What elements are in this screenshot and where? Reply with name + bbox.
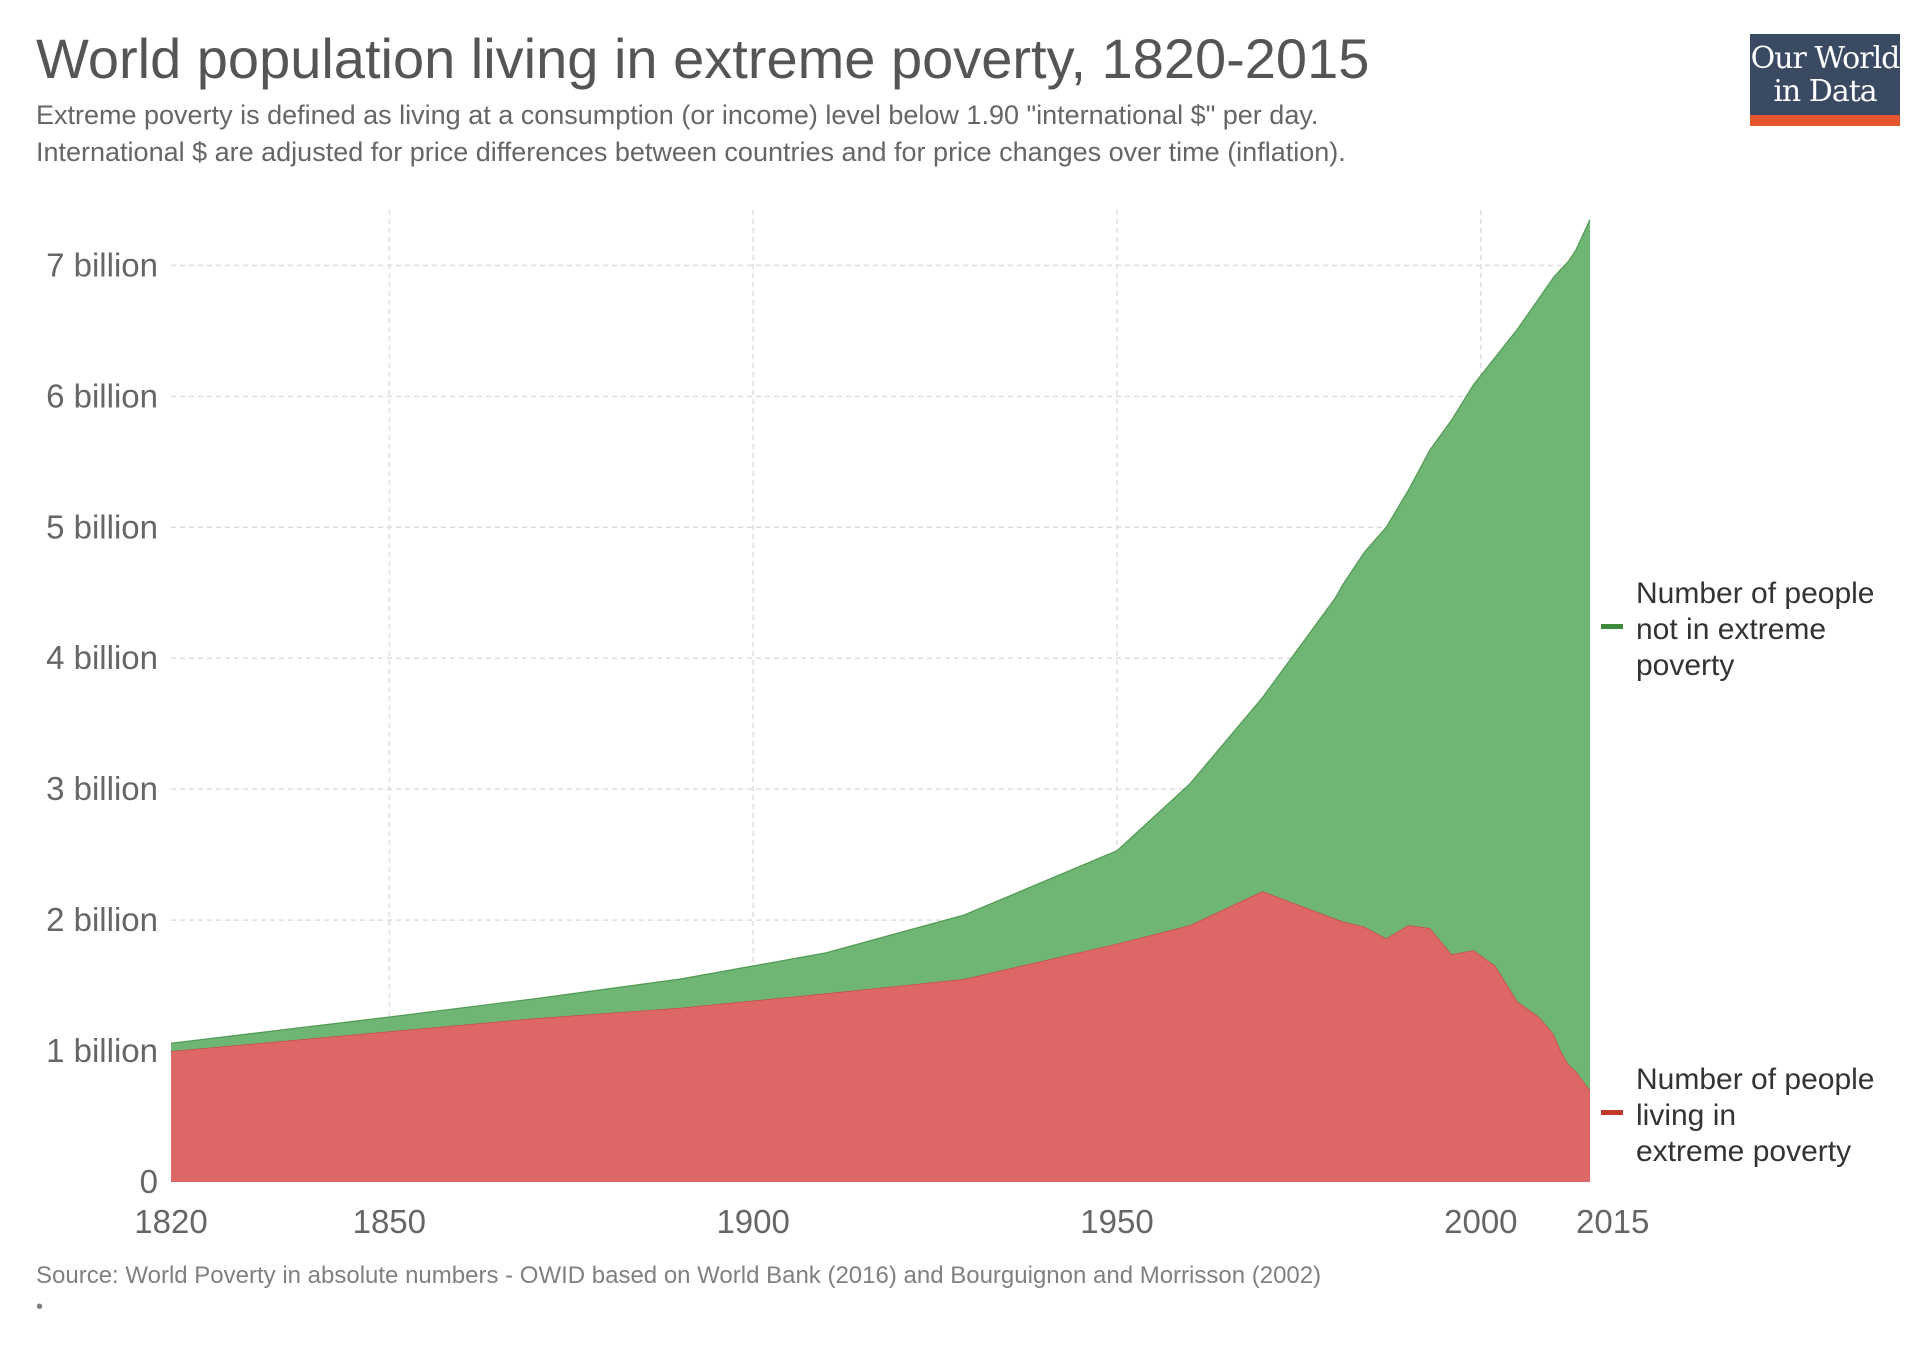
legend-label: living in — [1636, 1099, 1736, 1132]
area-extreme-poverty[interactable] — [171, 891, 1590, 1182]
x-tick-label: 2000 — [1444, 1203, 1517, 1240]
y-tick-label: 0 — [140, 1163, 158, 1200]
owid-logo[interactable]: Our World in Data — [1750, 34, 1900, 126]
legend-label: Number of people — [1636, 1063, 1874, 1096]
legend-label: not in extreme — [1636, 613, 1826, 646]
chart-title: World population living in extreme pover… — [36, 27, 1370, 90]
y-tick-label: 7 billion — [46, 246, 158, 283]
line-not-extreme-poverty — [170, 219, 1591, 1044]
y-tick-label: 3 billion — [46, 770, 158, 807]
x-tick-label: 2015 — [1576, 1203, 1649, 1240]
y-tick-label: 4 billion — [46, 639, 158, 676]
chart-subtitle-line-2: International $ are adjusted for price d… — [36, 137, 1346, 167]
x-tick-label: 1950 — [1080, 1203, 1153, 1240]
source-note: Source: World Poverty in absolute number… — [36, 1262, 1322, 1289]
legend-label: extreme poverty — [1636, 1135, 1851, 1168]
logo-line-1: Our World — [1750, 41, 1901, 76]
y-tick-label: 2 billion — [46, 901, 158, 938]
legend-swatch — [1601, 624, 1623, 629]
x-tick-label: 1820 — [134, 1203, 207, 1240]
y-tick-label: 1 billion — [46, 1032, 158, 1069]
logo-line-2: in Data — [1773, 74, 1877, 109]
y-tick-label: 6 billion — [46, 377, 158, 414]
x-tick-label: 1850 — [353, 1203, 426, 1240]
axis-layer: 0 1 billion 2 billion 3 billion 4 billion 5 b… — [46, 246, 1649, 1240]
footer-bullet: • — [36, 1296, 44, 1318]
chart-subtitle-line-1: Extreme poverty is defined as living at … — [36, 100, 1319, 130]
stacked-area-chart: 0 1 billion 2 billion 3 billion 4 billion 5 b… — [46, 210, 1874, 1240]
x-tick-label: 1900 — [716, 1203, 789, 1240]
area-not-extreme-poverty[interactable] — [171, 219, 1590, 1091]
legend-label: poverty — [1636, 649, 1734, 682]
legend-label: Number of people — [1636, 577, 1874, 610]
y-tick-label: 5 billion — [46, 508, 158, 545]
logo-text: Our World in Data — [1750, 41, 1901, 109]
logo-accent-bar — [1750, 115, 1900, 126]
legend-swatch — [1601, 1110, 1623, 1115]
area-layer — [170, 219, 1591, 1182]
